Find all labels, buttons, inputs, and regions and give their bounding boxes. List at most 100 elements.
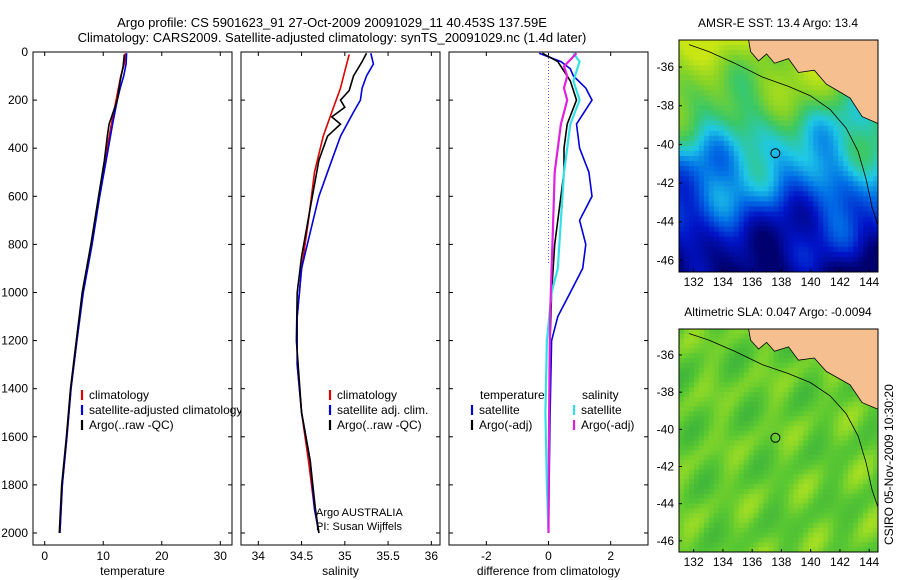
sst-cell <box>728 45 735 51</box>
sst-cell <box>773 236 779 243</box>
sst-cell <box>753 196 760 202</box>
sla-cell <box>773 377 779 383</box>
sst-cell <box>728 120 735 127</box>
sst-cell <box>758 130 764 137</box>
sla-cell <box>848 430 854 437</box>
sla-cell <box>833 455 839 461</box>
sla-cell <box>683 416 690 422</box>
sla-cell <box>743 430 750 437</box>
sla-cell <box>733 333 740 340</box>
sla-cell <box>838 542 844 548</box>
sla-cell <box>763 488 769 495</box>
sst-cell <box>758 161 764 167</box>
sst-cell <box>738 236 745 243</box>
sla-cell <box>828 522 834 529</box>
sla-cell <box>753 396 760 403</box>
sst-cell <box>868 236 874 243</box>
sla-cell <box>743 522 750 529</box>
sst-cell <box>723 45 730 51</box>
sst-cell <box>733 191 740 197</box>
sla-cell <box>798 450 804 456</box>
sla-cell <box>783 435 789 441</box>
sla-cell <box>683 377 690 383</box>
sla-cell <box>713 513 720 519</box>
sla-cell <box>733 479 740 485</box>
sst-cell <box>793 75 799 81</box>
sla-cell <box>818 527 824 534</box>
sst-cell <box>843 171 849 177</box>
sla-cell <box>868 421 874 427</box>
sla-cell <box>743 513 750 519</box>
sst-cell <box>788 161 794 167</box>
sst-cell <box>818 105 824 112</box>
sst-cell <box>738 75 745 81</box>
sla-cell <box>683 450 690 456</box>
sst-cell <box>803 171 809 177</box>
sla-cell <box>718 382 725 388</box>
sst-cell <box>733 226 740 233</box>
sst-cell <box>843 100 849 106</box>
sla-cell <box>808 518 814 524</box>
sst-cell <box>679 80 685 86</box>
sst-cell <box>843 241 849 248</box>
sla-cell <box>718 537 725 543</box>
sla-cell <box>858 464 864 470</box>
sla-cell <box>783 392 789 398</box>
sst-cell <box>823 181 829 187</box>
sst-cell <box>679 266 685 273</box>
sla-cell <box>748 392 755 398</box>
sla-cell <box>848 435 854 441</box>
sla-cell <box>708 425 715 432</box>
sst-cell <box>753 80 760 86</box>
sst-cell <box>868 150 874 157</box>
sla-cell <box>703 401 710 407</box>
sst-cell <box>718 196 725 202</box>
sla-cell <box>793 488 799 495</box>
sst-cell <box>813 135 819 142</box>
sst-cell <box>818 135 824 142</box>
temperature-xtick-label: 30 <box>214 549 228 563</box>
sla-cell <box>778 367 784 374</box>
sla-cell <box>863 411 869 417</box>
sst-cell <box>679 206 685 212</box>
sst-cell <box>773 216 779 222</box>
sla-cell <box>758 348 764 354</box>
sla-cell <box>693 416 700 422</box>
sla-cell <box>783 522 789 529</box>
sst-cell <box>723 145 730 152</box>
sst-cell <box>738 221 745 228</box>
sla-cell <box>723 518 730 524</box>
sla-cell <box>728 469 735 475</box>
sla-cell <box>758 537 764 543</box>
sla-cell <box>793 469 799 475</box>
sst-cell <box>743 251 750 258</box>
sst-cell <box>683 231 690 238</box>
sla-cell <box>718 474 725 480</box>
sst-cell <box>798 246 804 253</box>
sst-cell <box>828 130 834 137</box>
temperature-xlabel: temperature <box>100 564 165 578</box>
sst-cell <box>698 241 705 248</box>
sla-cell <box>818 532 824 538</box>
sst-cell <box>718 171 725 177</box>
sla-cell <box>688 377 695 383</box>
sla-cell <box>708 392 715 398</box>
sla-cell <box>718 508 725 514</box>
sst-cell <box>828 110 834 117</box>
sst-cell <box>798 120 804 127</box>
sst-cell <box>828 176 834 182</box>
sst-cell <box>793 266 799 273</box>
sst-cell <box>778 140 784 147</box>
sla-cell <box>733 522 740 529</box>
sst-cell <box>828 145 834 152</box>
sst-cell <box>728 211 735 217</box>
sst-cell <box>808 135 814 142</box>
sla-cell <box>738 488 745 495</box>
sla-cell <box>873 527 879 534</box>
sla-cell <box>718 401 725 407</box>
sst-cell <box>858 166 864 172</box>
sst-cell <box>728 166 735 172</box>
sst-cell <box>798 150 804 157</box>
title-line-2: Climatology: CARS2009. Satellite-adjuste… <box>78 30 587 45</box>
sst-cell <box>858 125 864 132</box>
